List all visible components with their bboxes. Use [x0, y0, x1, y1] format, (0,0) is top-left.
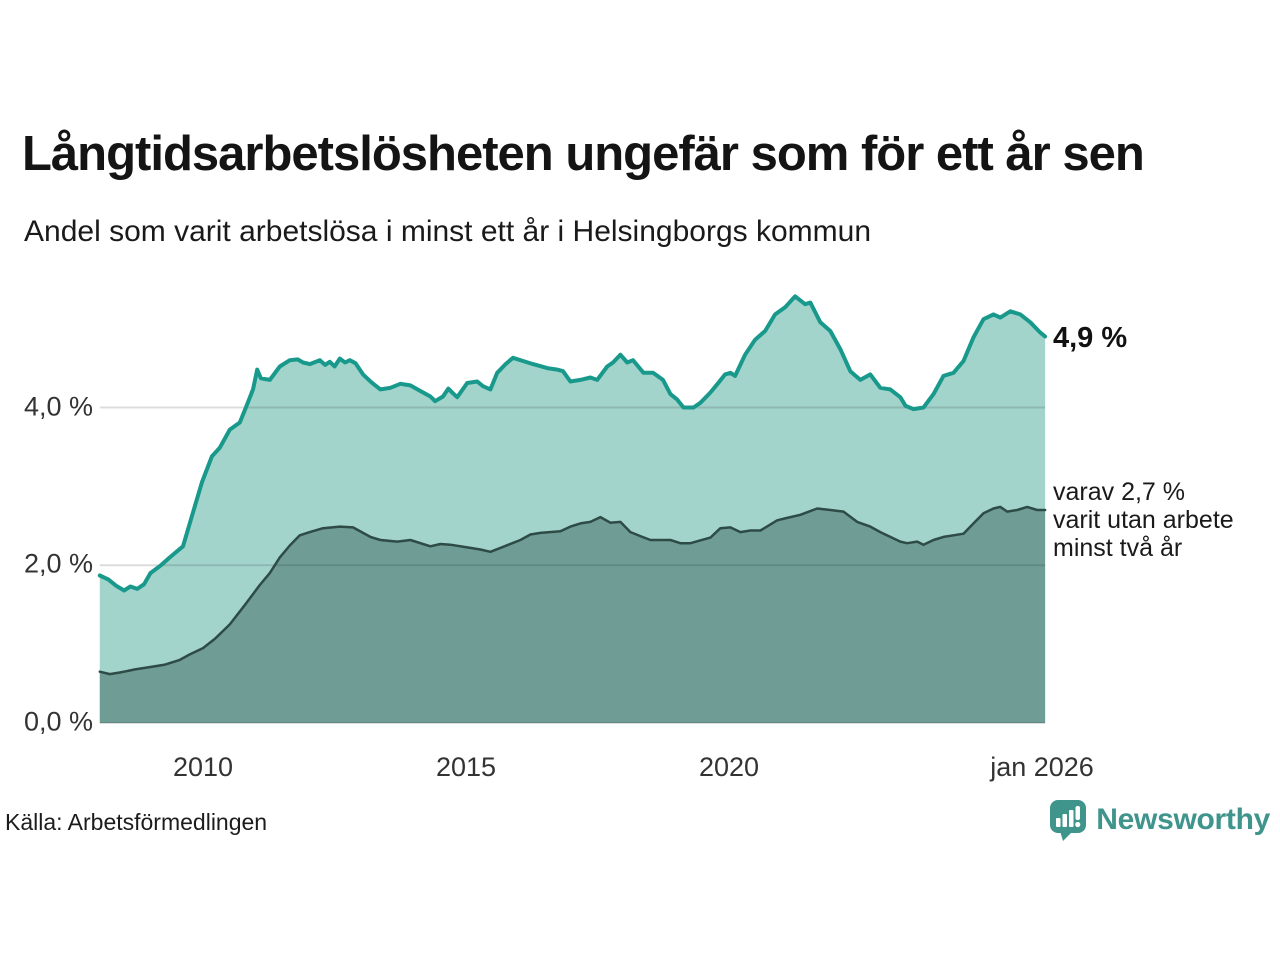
x-tick-2010: 2010: [172, 752, 234, 782]
newsworthy-logo-icon: [1050, 800, 1087, 841]
annotation-two-year-line2: varit utan arbete: [1053, 506, 1234, 534]
annotation-two-year-line3: minst två år: [1053, 534, 1183, 562]
annotation-two-year: varav 2,7 % varit utan arbete minst två …: [1053, 478, 1234, 562]
line-two-year: [98, 505, 1047, 676]
page-title: Långtidsarbetslösheten ungefär som för e…: [22, 127, 1145, 181]
area-two-year: [99, 506, 1046, 723]
newsworthy-brand: Newsworthy: [1049, 799, 1270, 841]
line-total: [97, 294, 1048, 593]
page-subtitle: Andel som varit arbetslösa i minst ett å…: [24, 215, 872, 248]
annotation-total-value: 4,9 %: [1053, 322, 1128, 354]
y-tick-0: 0,0 %: [23, 706, 93, 737]
y-tick-2: 2,0 %: [23, 548, 93, 579]
x-tick-2015: 2015: [435, 752, 497, 782]
x-tick-jan-2026: jan 2026: [990, 752, 1094, 782]
x-tick-2020: 2020: [698, 752, 760, 782]
brand-name: Newsworthy: [1096, 803, 1270, 836]
y-tick-4: 4,0 %: [23, 391, 93, 422]
annotation-two-year-line1: varav 2,7 %: [1053, 478, 1186, 506]
source-caption: Källa: Arbetsförmedlingen: [5, 809, 268, 835]
